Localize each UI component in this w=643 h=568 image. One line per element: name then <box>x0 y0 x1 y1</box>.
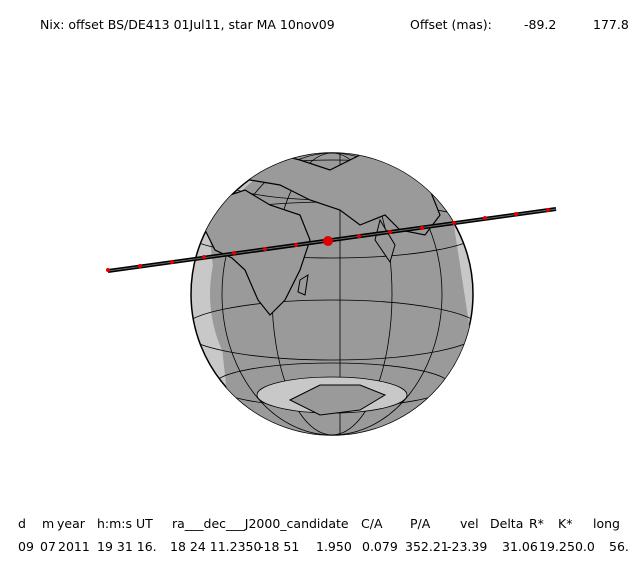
column-header: long <box>593 516 620 531</box>
globe <box>190 152 474 436</box>
title: Nix: offset BS/DE413 01Jul11, star MA 10… <box>40 17 335 32</box>
cell: 09 <box>18 539 34 554</box>
offset-value: 177.8 <box>593 17 629 32</box>
column-header: Delta <box>490 516 523 531</box>
cell: 50.0 <box>567 539 595 554</box>
column-header: year <box>57 516 86 531</box>
cell: 19 31 16. <box>97 539 157 554</box>
cell: -23.39 <box>447 539 487 554</box>
cell: -18 51 <box>259 539 299 554</box>
column-header: K* <box>558 516 572 531</box>
column-header: vel <box>460 516 479 531</box>
offset-label: Offset (mas): <box>410 17 492 32</box>
column-header: P/A <box>410 516 431 531</box>
cell: 19.2 <box>539 539 567 554</box>
column-header: h:m:s UT <box>97 516 153 531</box>
cell: 56. <box>609 539 629 554</box>
offset-value: -89.2 <box>524 17 556 32</box>
column-header: ra___dec___J2000_candidate <box>172 516 349 531</box>
cell: 0.079 <box>362 539 398 554</box>
column-header: m <box>42 516 54 531</box>
cell: 31.06 <box>502 539 538 554</box>
cell: 07 <box>40 539 56 554</box>
cell: 1.950 <box>316 539 352 554</box>
shadow-track <box>106 207 557 273</box>
cell: 352.21 <box>405 539 449 554</box>
column-header: d <box>18 516 26 531</box>
cell: 18 24 11.2350 <box>170 539 261 554</box>
column-header: C/A <box>361 516 383 531</box>
column-header: R* <box>529 516 544 531</box>
cell: 2011 <box>58 539 90 554</box>
info-table: d m year h:m:s UT ra___dec___J2000_candi… <box>18 516 629 554</box>
